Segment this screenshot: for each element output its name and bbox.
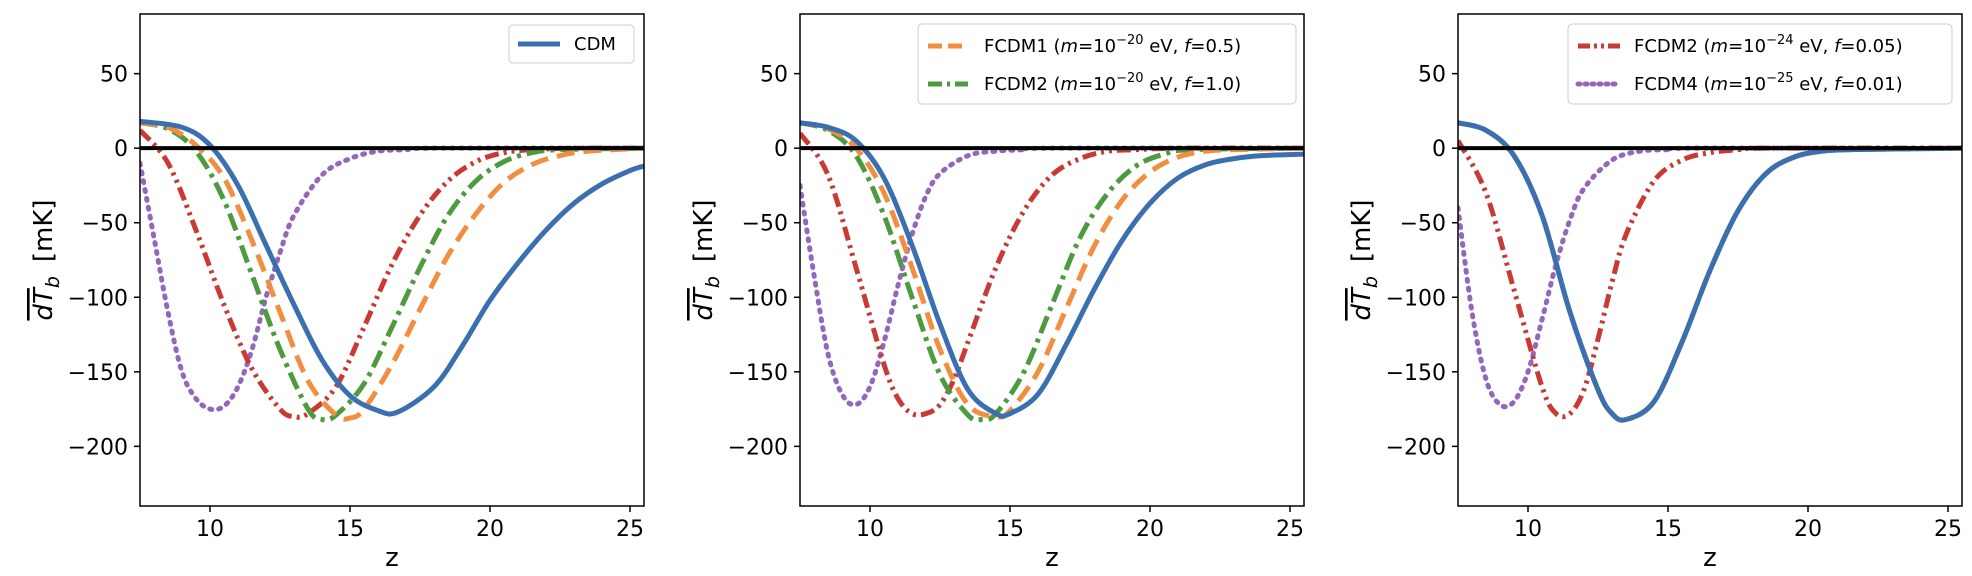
y-tick-label: −50 [1400,212,1446,237]
y-label-main: dT [29,286,59,321]
x-tick-label: 25 [1934,517,1962,542]
series-line-fcdm1 [140,120,644,422]
y-label-unit: [mK] [29,199,59,262]
legend-label-cdm: CDM [574,34,616,55]
plot-area [140,118,644,423]
x-tick-label: 10 [1514,517,1542,542]
y-tick-label: −50 [742,212,788,237]
axes-frame [1457,13,1963,507]
y-label-main: dT [689,286,719,321]
y-tick-label: 0 [1432,137,1446,162]
x-tick-label: 25 [1276,517,1304,542]
series-line-cdm [140,118,644,417]
y-axis-label: dTb [mK] [29,199,64,320]
y-label-unit: [mK] [689,199,719,262]
y-label-unit: [mK] [1347,199,1377,262]
series-line-fcdm4 [800,145,1304,408]
legend-box [1567,23,1953,105]
y-tick-label: −200 [1386,435,1446,460]
y-tick-label: 0 [774,137,788,162]
legend-box [508,24,635,64]
plot-area [1458,120,1962,423]
y-tick-label: −100 [68,286,128,311]
panel-right: 10 15 20 25 50 0 −50 −100 −150 −200 z dTb [mK] FCD… [1347,13,1963,573]
y-label-sub: b [1360,276,1382,288]
legend: FCDM2 (m=10−24 eV, f=0.05) FCDM4 (m=10−2… [1567,23,1953,105]
series-line-cdm [1458,120,1962,423]
y-axis-label: dTb [mK] [689,199,724,320]
panel-left: 10 15 20 25 50 0 −50 −100 −150 −200 z dTb [mK] CDM [29,13,645,573]
panel-middle: 10 15 20 25 50 0 −50 −100 −150 −200 z dTb [mK] FCD… [689,13,1305,573]
y-axis-label: dTb [mK] [1347,199,1382,320]
plot-area [800,120,1304,423]
series-line-fcdm3 [1458,139,1962,420]
legend-label-fcdm3: FCDM2 (m=10−24 eV, f=0.05) [1634,33,1903,57]
x-tick-label: 20 [1794,517,1822,542]
series-line-fcdm2 [140,120,644,423]
x-axis-label: z [385,543,399,573]
x-tick-label: 15 [996,517,1024,542]
series-line-fcdm4 [1458,145,1962,410]
svg-text:dTb[mK]: dTb [mK] [689,199,724,320]
series-line-fcdm1 [800,120,1304,420]
svg-text:dTb[mK]: dTb [mK] [1347,199,1382,320]
x-tick-label: 20 [1136,517,1164,542]
svg-text:dTb[mK]: dTb [mK] [29,199,64,320]
y-tick-label: 50 [100,63,128,88]
x-axis-label: z [1045,543,1059,573]
y-tick-label: 50 [1418,63,1446,88]
legend-label-fcdm1: FCDM1 (m=10−20 eV, f=0.5) [984,33,1241,57]
tick-group: 10 15 20 25 50 0 −50 −100 −150 −200 [68,63,644,542]
legend-box [917,23,1297,105]
series-line-fcdm3 [140,128,644,420]
axes-frame [139,13,645,507]
y-label-main: dT [1347,286,1377,321]
tick-group: 10 15 20 25 50 0 −50 −100 −150 −200 [1386,63,1962,542]
y-tick-label: 0 [114,137,128,162]
legend-label-fcdm4: FCDM4 (m=10−25 eV, f=0.01) [1634,71,1903,95]
legend: CDM [508,24,635,64]
y-tick-label: −150 [1386,361,1446,386]
x-axis-label: z [1703,543,1717,573]
x-tick-label: 20 [476,517,504,542]
legend: FCDM1 (m=10−20 eV, f=0.5) FCDM2 (m=10−20… [917,23,1297,105]
x-tick-label: 25 [616,517,644,542]
x-tick-label: 10 [856,517,884,542]
y-tick-label: 50 [760,63,788,88]
y-tick-label: −100 [1386,286,1446,311]
y-tick-label: −150 [68,361,128,386]
x-tick-label: 10 [196,517,224,542]
legend-label-fcdm2: FCDM2 (m=10−20 eV, f=1.0) [984,71,1241,95]
y-tick-label: −50 [82,212,128,237]
series-line-cdm [800,120,1304,419]
y-label-sub: b [702,276,724,288]
y-tick-label: −200 [68,435,128,460]
x-tick-label: 15 [1654,517,1682,542]
y-label-sub: b [42,276,64,288]
tick-group: 10 15 20 25 50 0 −50 −100 −150 −200 [728,63,1304,542]
x-tick-label: 15 [336,517,364,542]
y-tick-label: −200 [728,435,788,460]
y-tick-label: −100 [728,286,788,311]
axes-frame [799,13,1305,507]
y-tick-label: −150 [728,361,788,386]
